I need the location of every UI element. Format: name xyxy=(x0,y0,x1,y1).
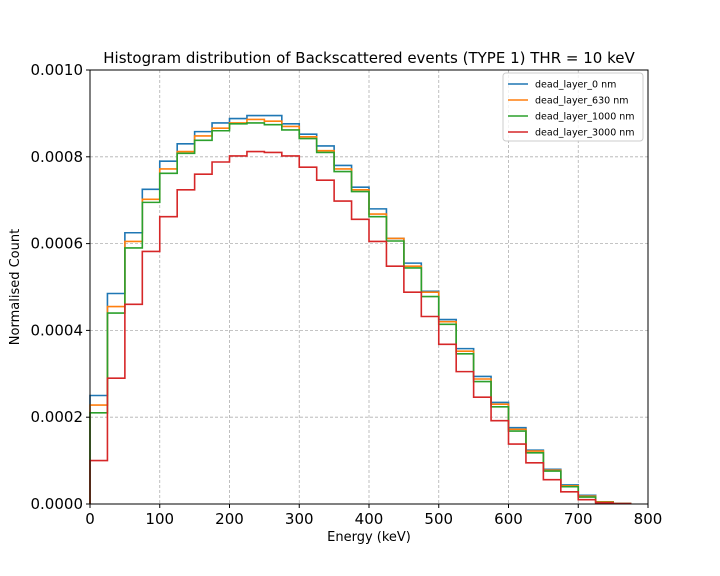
y-tick-label: 0.0002 xyxy=(31,408,84,426)
legend-label: dead_layer_0 nm xyxy=(535,80,616,91)
x-tick-label: 500 xyxy=(424,510,453,528)
y-tick-label: 0.0004 xyxy=(31,321,84,339)
x-tick-label: 300 xyxy=(285,510,314,528)
legend-label: dead_layer_3000 nm xyxy=(535,128,635,139)
x-tick-label: 400 xyxy=(355,510,384,528)
y-tick-label: 0.0006 xyxy=(31,235,84,253)
x-tick-label: 700 xyxy=(564,510,593,528)
x-axis-label: Energy (keV) xyxy=(327,530,411,545)
legend: dead_layer_0 nm dead_layer_630 nm dead_lay… xyxy=(502,72,644,142)
x-tick-label: 800 xyxy=(634,510,663,528)
legend-label: dead_layer_630 nm xyxy=(535,96,629,107)
legend-box xyxy=(502,72,644,142)
y-tick-label: 0.0008 xyxy=(31,148,84,166)
legend-label: dead_layer_1000 nm xyxy=(535,112,635,123)
series-line xyxy=(89,122,632,505)
y-axis-ticks: 0.0000 0.0002 0.0004 0.0006 0.0008 0.0010 xyxy=(31,61,90,513)
x-tick-label: 200 xyxy=(215,510,244,528)
y-tick-label: 0.0010 xyxy=(31,61,84,79)
x-tick-label: 100 xyxy=(145,510,174,528)
x-tick-label: 600 xyxy=(494,510,523,528)
series-layer xyxy=(89,114,632,505)
chart-title: Histogram distribution of Backscattered … xyxy=(103,49,635,67)
x-axis-ticks: 0 100 200 300 400 500 600 700 800 xyxy=(85,504,662,528)
series-line xyxy=(89,150,632,505)
x-tick-label: 0 xyxy=(85,510,95,528)
y-axis-label: Normalised Count xyxy=(8,229,23,345)
y-tick-label: 0.0000 xyxy=(31,495,84,513)
